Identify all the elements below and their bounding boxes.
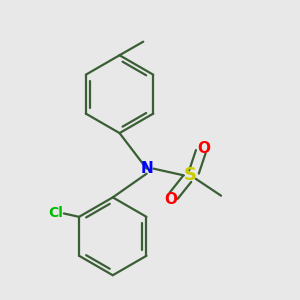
Text: S: S [184,167,197,184]
Text: O: O [164,192,177,207]
Text: Cl: Cl [48,206,63,220]
Text: O: O [198,141,211,156]
Text: N: N [140,161,153,176]
